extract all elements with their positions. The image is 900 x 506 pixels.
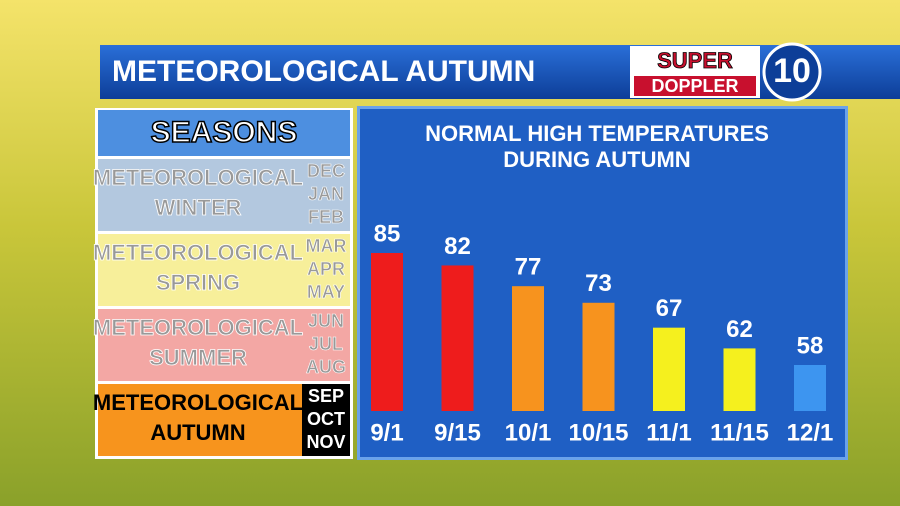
chart-title: NORMAL HIGH TEMPERATURES [425, 121, 769, 146]
logo-super: SUPER [657, 48, 733, 73]
season-name: METEOROLOGICAL [93, 390, 303, 415]
season-name: METEOROLOGICAL [93, 165, 303, 190]
season-name: WINTER [155, 195, 242, 220]
bar [512, 286, 544, 411]
season-name: METEOROLOGICAL [93, 315, 303, 340]
bar [794, 365, 826, 411]
season-month: SEP [308, 386, 344, 406]
x-tick-label: 11/1 [646, 419, 691, 446]
season-month: MAY [307, 282, 345, 302]
season-name: SPRING [156, 270, 240, 295]
logo-doppler: DOPPLER [651, 76, 738, 96]
x-tick-label: 11/15 [710, 419, 769, 446]
season-month: AUG [306, 357, 346, 377]
logo-band [634, 76, 756, 96]
season-month: MAR [306, 236, 347, 256]
seasons-title: SEASONS [151, 116, 298, 149]
logo-circle [762, 42, 822, 102]
logo-number: 10 [773, 52, 811, 90]
season-name: AUTUMN [150, 420, 245, 445]
bar [371, 253, 403, 411]
x-tick-label: 10/1 [505, 419, 552, 446]
seasons-title-bar [98, 110, 350, 156]
bar [441, 265, 474, 411]
season-month: JAN [308, 184, 344, 204]
season-month: OCT [307, 409, 345, 429]
season-month: JUL [309, 334, 343, 354]
value-label: 67 [656, 295, 683, 322]
x-tick-label: 9/15 [434, 419, 481, 446]
header-title: METEOROLOGICAL AUTUMN [112, 55, 535, 88]
season-name: METEOROLOGICAL [93, 240, 303, 265]
value-label: 82 [444, 233, 471, 260]
season-row [98, 159, 350, 231]
season-month: DEC [307, 161, 345, 181]
bar [653, 327, 685, 411]
value-label: 77 [515, 254, 542, 281]
bar [723, 348, 756, 411]
season-month: APR [307, 259, 345, 279]
chart-title: DURING AUTUMN [503, 147, 690, 172]
x-tick-label: 10/15 [568, 419, 628, 446]
x-tick-label: 12/1 [787, 419, 834, 446]
season-month: JUN [308, 311, 344, 331]
months-box [302, 384, 350, 456]
value-label: 73 [585, 270, 612, 297]
bar [582, 302, 615, 411]
value-label: 58 [797, 332, 824, 359]
season-name: SUMMER [149, 345, 247, 370]
logo: SUPER DOPPLER 10 [630, 42, 822, 102]
value-label: 85 [374, 220, 401, 247]
season-row [98, 309, 350, 381]
x-tick-label: 9/1 [370, 419, 403, 446]
season-row [98, 234, 350, 306]
season-month: NOV [306, 432, 345, 452]
season-month: FEB [308, 207, 344, 227]
value-label: 62 [726, 316, 753, 343]
